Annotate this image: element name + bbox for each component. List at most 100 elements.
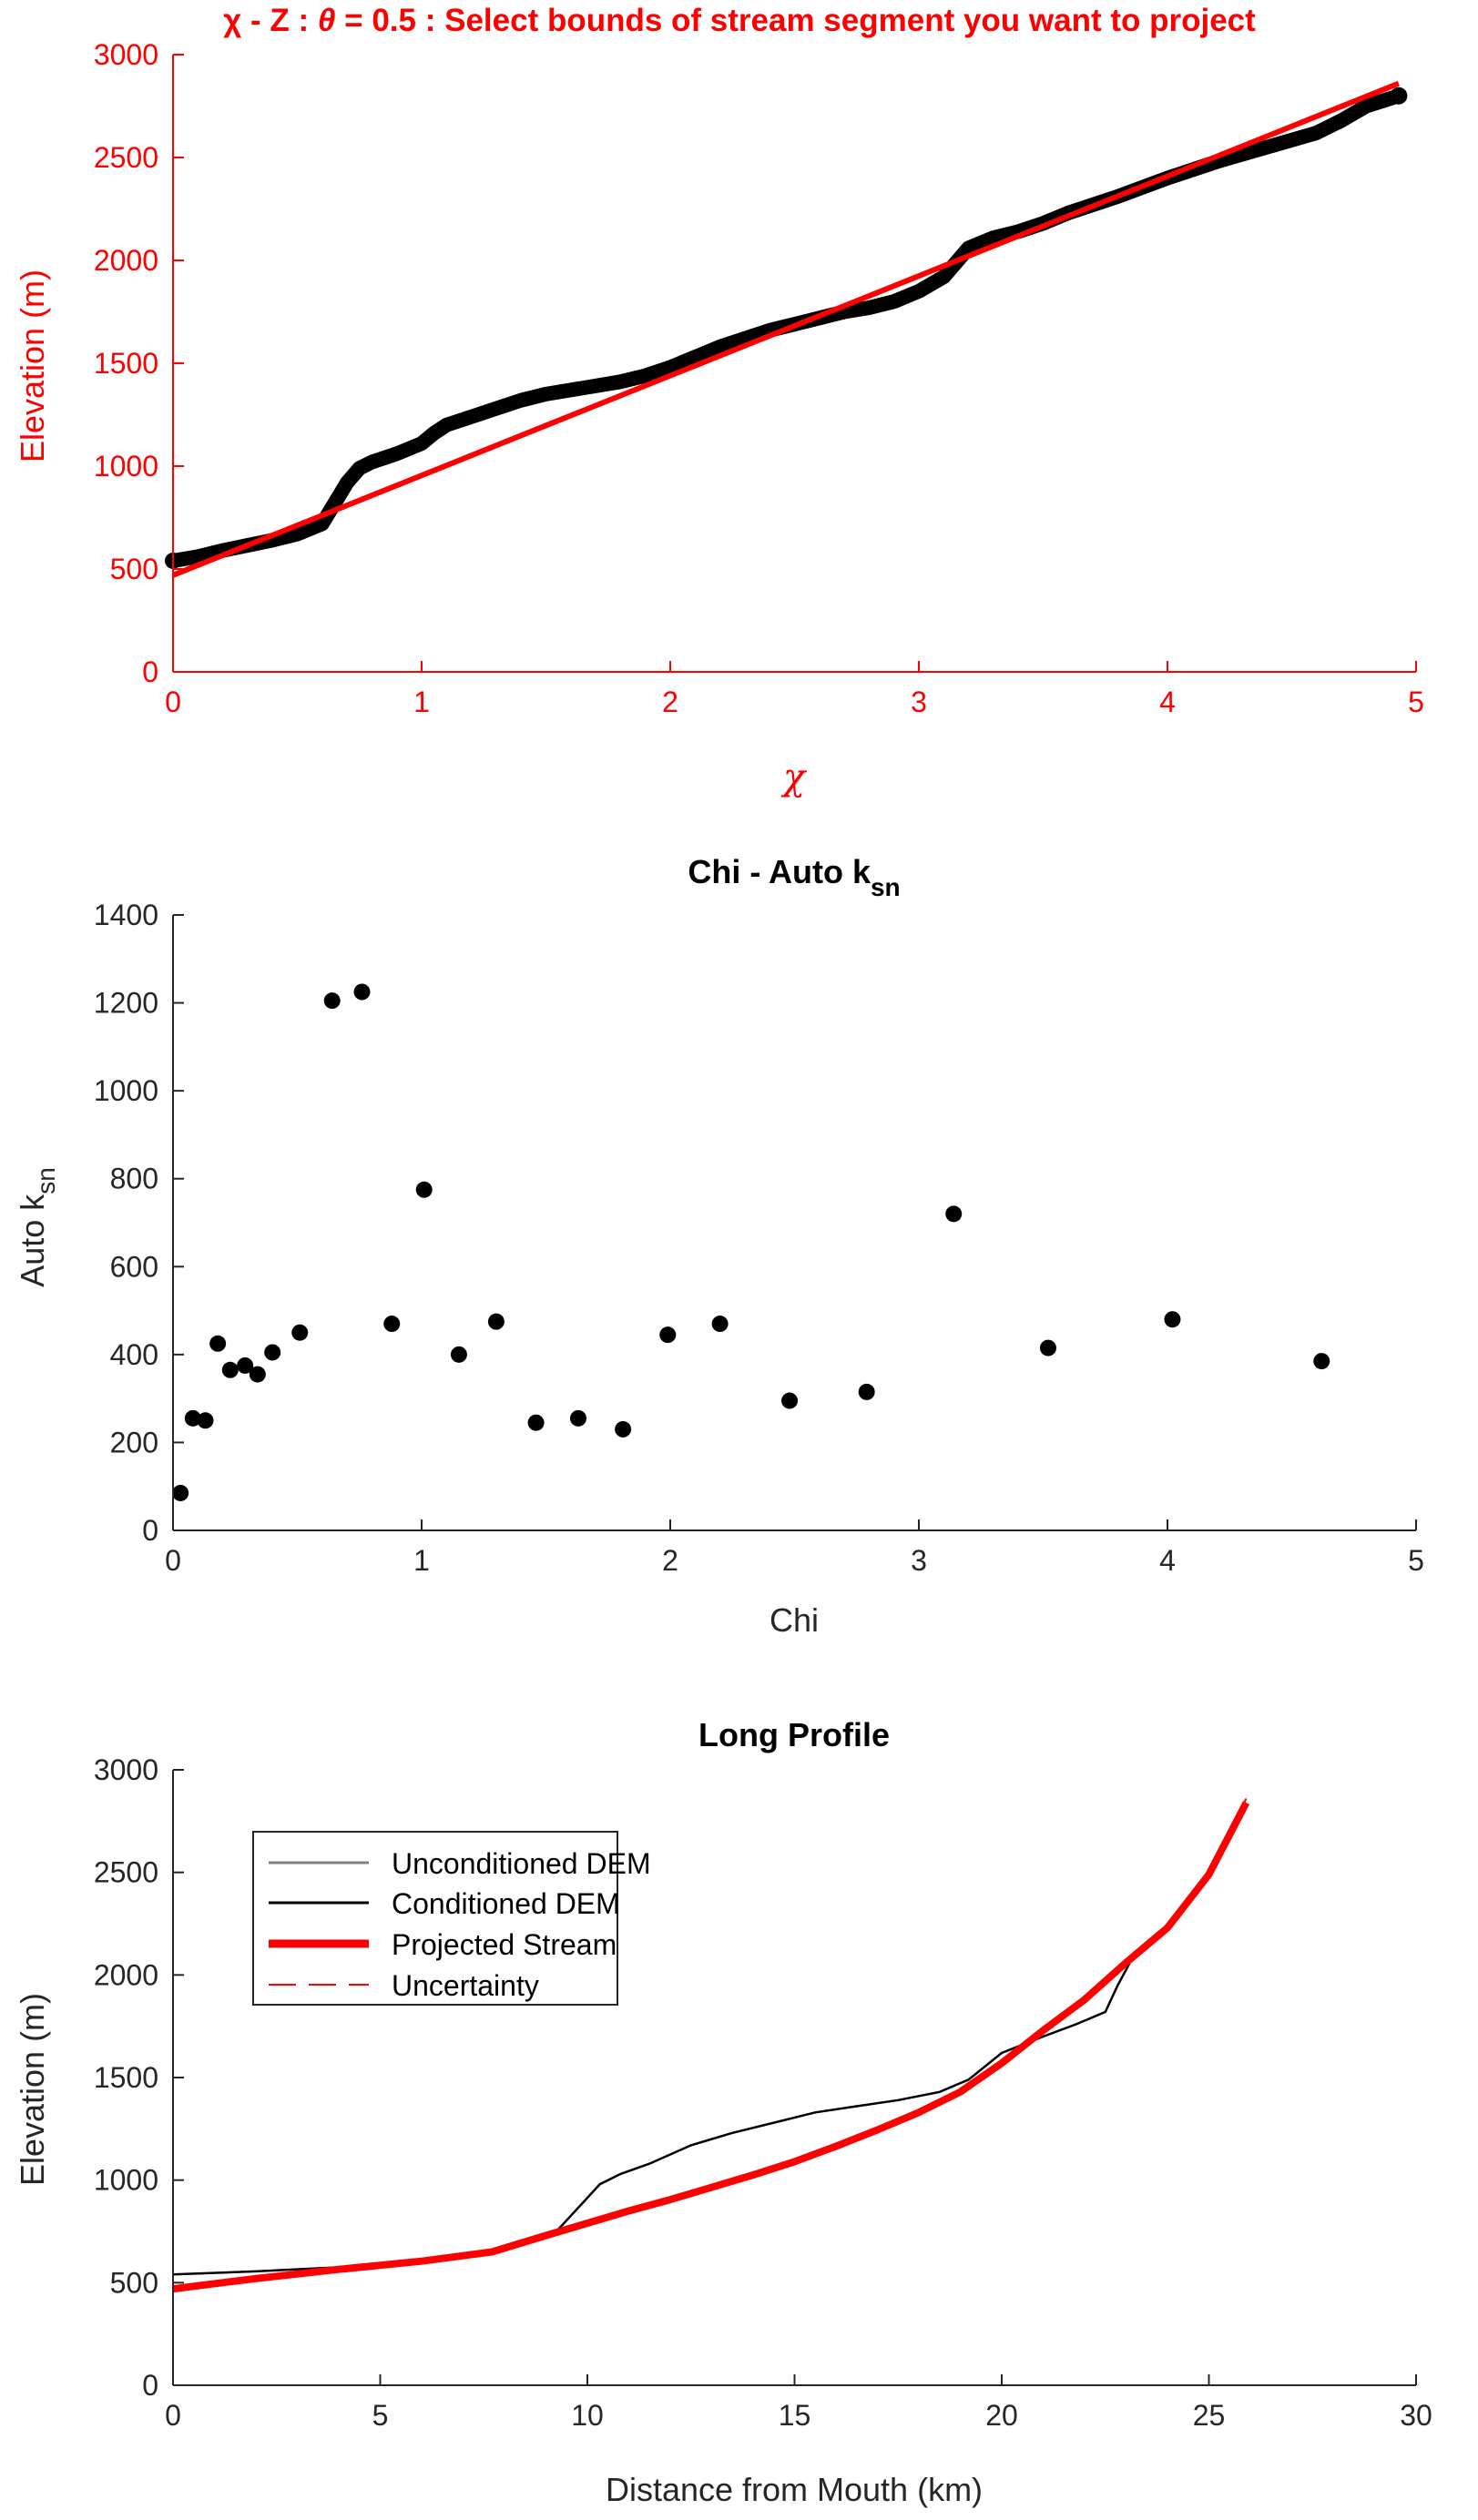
long-profile-y-tick-labels: 0 500 1000 1500 2000 2500 3000 bbox=[94, 1753, 158, 2402]
y-tick-label: 2500 bbox=[94, 141, 158, 174]
scatter-point[interactable] bbox=[291, 1324, 309, 1341]
chi-ksn-y-label: Auto ksn bbox=[14, 1167, 60, 1287]
x-tick-label: 3 bbox=[911, 686, 927, 718]
y-tick-label: 0 bbox=[142, 1514, 158, 1547]
x-tick-label: 5 bbox=[1408, 1544, 1424, 1577]
scatter-point[interactable] bbox=[383, 1316, 401, 1333]
scatter-point[interactable] bbox=[221, 1361, 239, 1378]
legend-item-unconditioned[interactable]: Unconditioned DEM bbox=[269, 1847, 651, 1880]
scatter-point[interactable] bbox=[569, 1409, 586, 1427]
x-tick-label: 4 bbox=[1159, 1544, 1176, 1577]
chi-z-y-tick-labels: 0 500 1000 1500 2000 2500 3000 bbox=[94, 38, 158, 688]
scatter-point[interactable] bbox=[172, 1484, 189, 1501]
x-tick-label: 4 bbox=[1159, 686, 1176, 718]
y-tick-label: 1500 bbox=[94, 347, 158, 380]
y-tick-label: 200 bbox=[110, 1426, 158, 1458]
scatter-point[interactable] bbox=[711, 1316, 729, 1333]
scatter-point[interactable] bbox=[184, 1409, 201, 1427]
chi-ksn-plot-area[interactable] bbox=[172, 983, 1330, 1501]
scatter-point[interactable] bbox=[237, 1357, 254, 1374]
y-tick-label: 400 bbox=[110, 1338, 158, 1371]
scatter-point[interactable] bbox=[945, 1205, 963, 1223]
x-tick-label: 1 bbox=[413, 1544, 430, 1577]
long-profile-plot-area[interactable] bbox=[172, 1798, 1250, 2293]
legend-item-uncertainty[interactable]: Uncertainty bbox=[269, 1969, 539, 2002]
x-tick-label: 3 bbox=[911, 1544, 927, 1577]
series-line-projection[interactable] bbox=[171, 80, 1401, 578]
x-tick-label: 2 bbox=[662, 1544, 678, 1577]
scatter-point[interactable] bbox=[781, 1392, 799, 1409]
long-profile-y-label: Elevation (m) bbox=[14, 1993, 51, 2186]
scatter-point[interactable] bbox=[1039, 1339, 1056, 1357]
chi-ksn-x-label: Chi bbox=[770, 1601, 819, 1639]
scatter-point[interactable] bbox=[1164, 1311, 1181, 1328]
series-point-end[interactable] bbox=[1390, 86, 1408, 105]
y-tick-label: 800 bbox=[110, 1163, 158, 1195]
y-tick-label: 3000 bbox=[94, 1753, 158, 1786]
scatter-point[interactable] bbox=[487, 1313, 505, 1330]
x-tick-label: 25 bbox=[1193, 2399, 1226, 2432]
y-tick-label: 0 bbox=[142, 2369, 158, 2402]
y-tick-label: 1000 bbox=[94, 1074, 158, 1107]
long-profile-legend[interactable]: Unconditioned DEM Conditioned DEM Projec… bbox=[252, 1831, 651, 2006]
y-tick-label: 600 bbox=[110, 1250, 158, 1283]
y-tick-label: 500 bbox=[110, 553, 158, 585]
legend-label-uncertainty: Uncertainty bbox=[392, 1969, 539, 2002]
y-tick-label: 2000 bbox=[94, 1958, 158, 1991]
x-tick-label: 5 bbox=[1408, 686, 1424, 718]
chi-z-panel: χ - Z : θ = 0.5 : Select bounds of strea… bbox=[14, 3, 1424, 798]
chi-ksn-title: Chi - Auto ksn bbox=[688, 853, 900, 901]
chi-z-axes bbox=[172, 54, 1417, 673]
chi-z-plot-area[interactable] bbox=[165, 80, 1408, 578]
scatter-point[interactable] bbox=[323, 992, 341, 1010]
scatter-point[interactable] bbox=[615, 1420, 632, 1438]
chi-z-y-label: Elevation (m) bbox=[14, 269, 51, 462]
scatter-point[interactable] bbox=[415, 1181, 433, 1198]
scatter-point[interactable] bbox=[249, 1366, 266, 1383]
legend-item-projected[interactable]: Projected Stream bbox=[269, 1928, 617, 1961]
chi-z-x-tick-labels: 0 1 2 3 4 5 bbox=[165, 686, 1424, 718]
scatter-point[interactable] bbox=[209, 1335, 227, 1352]
chi-z-title-chi: χ bbox=[223, 3, 241, 38]
series-line-uncertainty[interactable] bbox=[172, 1798, 1248, 2289]
chi-ksn-axes bbox=[172, 914, 1417, 1531]
chi-z-title: χ - Z : θ = 0.5 : Select bounds of strea… bbox=[223, 3, 1256, 38]
y-tick-label: 500 bbox=[110, 2266, 158, 2299]
x-tick-label: 10 bbox=[571, 2399, 604, 2432]
y-tick-label: 3000 bbox=[94, 38, 158, 71]
scatter-point[interactable] bbox=[450, 1346, 467, 1363]
y-tick-label: 0 bbox=[142, 655, 158, 688]
x-tick-label: 0 bbox=[165, 1544, 181, 1577]
chi-ksn-y-tick-labels: 0 200 400 600 800 1000 1200 1400 bbox=[94, 899, 158, 1547]
x-tick-label: 15 bbox=[779, 2399, 811, 2432]
x-tick-label: 20 bbox=[985, 2399, 1018, 2432]
chi-z-title-mid: - Z : bbox=[241, 3, 318, 38]
long-profile-title: Long Profile bbox=[698, 1716, 890, 1753]
chi-ksn-title-main: Chi - Auto k bbox=[688, 853, 872, 890]
x-tick-label: 1 bbox=[413, 686, 430, 718]
y-tick-label: 2500 bbox=[94, 1856, 158, 1889]
scatter-point[interactable] bbox=[264, 1344, 281, 1361]
scatter-point[interactable] bbox=[197, 1412, 214, 1429]
chi-ksn-y-label-sub: sn bbox=[32, 1167, 60, 1194]
long-profile-x-label: Distance from Mouth (km) bbox=[606, 2471, 983, 2508]
scatter-point[interactable] bbox=[353, 983, 371, 1001]
chi-ksn-x-tick-labels: 0 1 2 3 4 5 bbox=[165, 1544, 1424, 1577]
scatter-point[interactable] bbox=[659, 1326, 677, 1344]
y-tick-label: 1000 bbox=[94, 450, 158, 483]
series-line-projected[interactable] bbox=[172, 1801, 1250, 2293]
x-tick-label: 2 bbox=[662, 686, 678, 718]
legend-item-conditioned[interactable]: Conditioned DEM bbox=[269, 1887, 620, 1920]
legend-label-projected: Projected Stream bbox=[392, 1928, 617, 1961]
scatter-point[interactable] bbox=[527, 1414, 545, 1431]
long-profile-x-tick-labels: 0 5 10 15 20 25 30 bbox=[165, 2399, 1432, 2432]
scatter-point[interactable] bbox=[858, 1383, 875, 1400]
scatter-point[interactable] bbox=[1313, 1353, 1330, 1370]
chi-ksn-y-label-main: Auto k bbox=[14, 1194, 51, 1287]
chi-ksn-title-sub: sn bbox=[871, 873, 901, 901]
chi-z-x-label: χ bbox=[780, 757, 808, 798]
legend-box bbox=[252, 1831, 618, 2006]
